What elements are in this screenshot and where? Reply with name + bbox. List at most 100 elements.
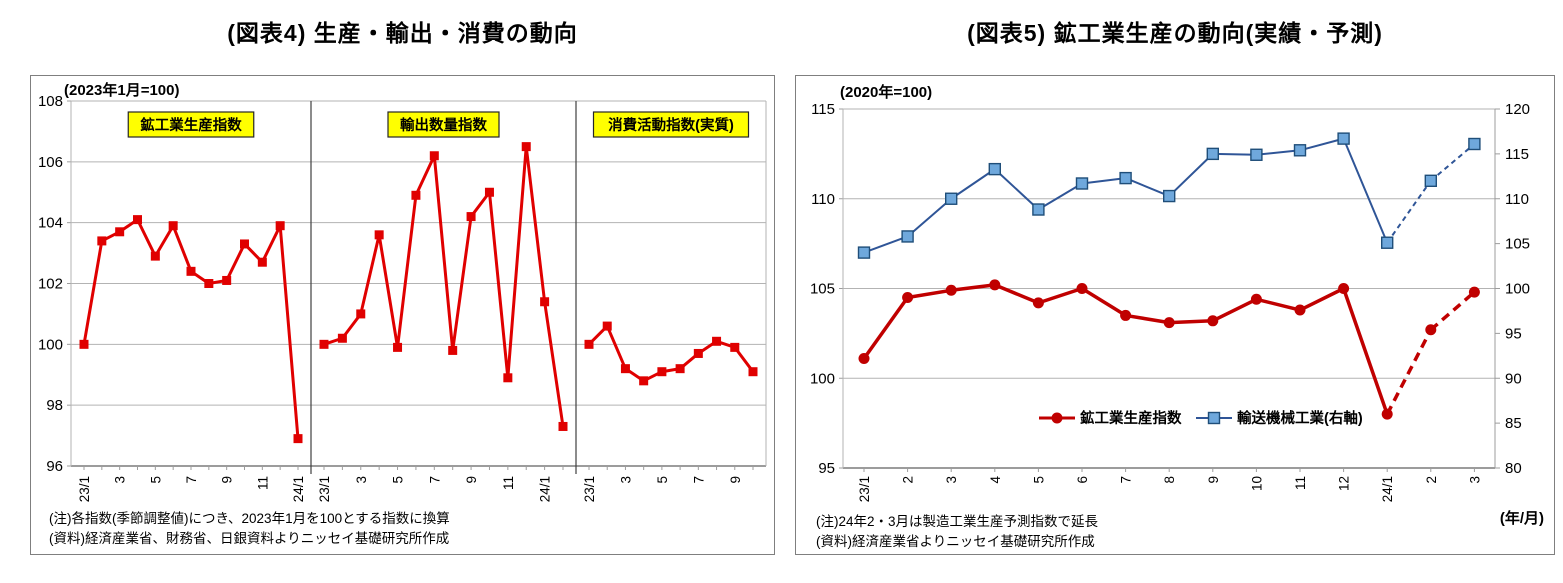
- x-tick-label: 5: [148, 476, 163, 484]
- series-segment: [1430, 143, 1476, 182]
- data-point: [1075, 177, 1089, 190]
- series-segment: [1037, 286, 1083, 305]
- series-segment: [907, 288, 952, 300]
- x-tick-label: 7: [184, 476, 199, 484]
- y-tick-label: 102: [38, 276, 63, 293]
- panel-label: 消費活動指数(実質): [608, 116, 734, 134]
- x-tick-label: 24/1: [1380, 476, 1395, 502]
- data-point: [374, 230, 384, 240]
- x-tick-label: 3: [354, 476, 369, 484]
- data-point: [1425, 324, 1437, 336]
- data-point: [988, 162, 1002, 176]
- data-point: [484, 187, 494, 197]
- series-segment: [863, 235, 908, 254]
- data-point: [1032, 297, 1044, 309]
- chart5-plot: (2020年=100)95100105110115808590951001051…: [810, 83, 1544, 549]
- series-segment: [1299, 286, 1345, 312]
- data-point: [602, 321, 612, 331]
- data-point: [466, 212, 476, 222]
- x-tick-label: 23/1: [77, 476, 92, 502]
- x-tick-label: 8: [1162, 476, 1177, 484]
- data-point: [521, 142, 531, 152]
- series-segment: [950, 283, 996, 293]
- data-point: [168, 221, 178, 231]
- data-point: [222, 275, 232, 285]
- data-point: [1293, 144, 1307, 157]
- x-tick-label: 9: [464, 476, 479, 484]
- y-tick-label-left: 95: [818, 460, 835, 477]
- y-tick-label: 98: [46, 397, 63, 414]
- panel-label-box: [592, 111, 750, 138]
- data-point: [1468, 286, 1480, 298]
- y-tick-label-right: 105: [1505, 236, 1530, 253]
- data-point: [115, 227, 125, 237]
- x-tick-label: 5: [1031, 476, 1046, 484]
- data-point: [204, 279, 214, 288]
- x-tick-label: 24/1: [291, 476, 306, 502]
- y-tick-label-left: 110: [811, 191, 835, 208]
- data-point: [293, 434, 303, 444]
- y-tick-label-right: 115: [1505, 146, 1529, 163]
- legend-label-production: 鉱工業生産指数: [1080, 409, 1182, 427]
- data-point: [1250, 293, 1262, 305]
- y-tick-label-left: 105: [810, 281, 835, 298]
- panel-label-box: [387, 111, 500, 138]
- data-point: [675, 364, 685, 374]
- series-segment: [1385, 328, 1433, 415]
- series-segment: [1342, 138, 1389, 244]
- data-point: [1381, 236, 1394, 249]
- note-line: (注)各指数(季節調整値)につき、2023年1月を100とする指数に換算: [49, 511, 450, 526]
- series-segment: [1212, 152, 1257, 156]
- series-segment: [994, 283, 1040, 305]
- data-point: [1032, 203, 1045, 216]
- series-segment: [862, 296, 910, 360]
- y-tick-label-right: 120: [1505, 101, 1530, 118]
- data-point: [1381, 408, 1393, 420]
- x-tick-label: 3: [1467, 476, 1482, 484]
- series-segment: [1429, 290, 1476, 332]
- legend-marker-production: [1051, 412, 1063, 424]
- chart4-box: (2023年1月=100) 96 98 100 102 104 106 108 23/1 3 5 7 9…: [30, 75, 775, 555]
- data-point: [186, 266, 196, 276]
- x-tick-label: 11: [501, 476, 516, 490]
- series-segment: [906, 197, 952, 238]
- data-point: [319, 339, 329, 349]
- series-segment: [1125, 313, 1170, 325]
- data-point: [730, 342, 740, 352]
- y-tick-label: 104: [38, 215, 63, 232]
- x-tick-label: 23/1: [582, 476, 597, 502]
- data-point: [1163, 317, 1175, 329]
- data-point: [945, 284, 957, 296]
- data-point: [411, 190, 421, 200]
- x-tick-label: 3: [618, 476, 633, 484]
- x-tick-label: 5: [391, 476, 406, 484]
- data-point: [79, 339, 89, 349]
- data-point: [1338, 283, 1350, 294]
- data-point: [620, 364, 630, 374]
- x-axis-unit-label: (年/月): [1500, 509, 1544, 527]
- series-segment: [1125, 177, 1170, 197]
- series-segment: [1386, 180, 1432, 244]
- series-segment: [1341, 287, 1389, 415]
- data-point: [1207, 315, 1219, 327]
- y-tick-label-left: 100: [810, 370, 835, 387]
- data-point: [97, 236, 107, 246]
- data-point: [857, 246, 871, 259]
- x-tick-label: 7: [427, 476, 442, 484]
- x-tick-label: 23/1: [317, 476, 332, 502]
- x-tick-label: 2: [901, 476, 916, 484]
- x-tick-label: 4: [988, 476, 1003, 484]
- data-point: [1076, 283, 1088, 294]
- y-tick-label-right: 95: [1505, 325, 1522, 342]
- x-tick-label: 7: [691, 476, 706, 484]
- data-point: [1250, 148, 1263, 161]
- data-point: [356, 309, 366, 319]
- data-point: [1120, 309, 1132, 321]
- legend-label-transport: 輸送機械工業(右軸): [1237, 409, 1363, 427]
- y-tick-label-right: 80: [1505, 460, 1522, 477]
- data-point: [393, 342, 403, 352]
- series-segment: [1299, 137, 1344, 152]
- series-segment: [1256, 149, 1301, 156]
- x-tick-label: 24/1: [538, 476, 553, 502]
- x-tick-label: 9: [728, 476, 743, 484]
